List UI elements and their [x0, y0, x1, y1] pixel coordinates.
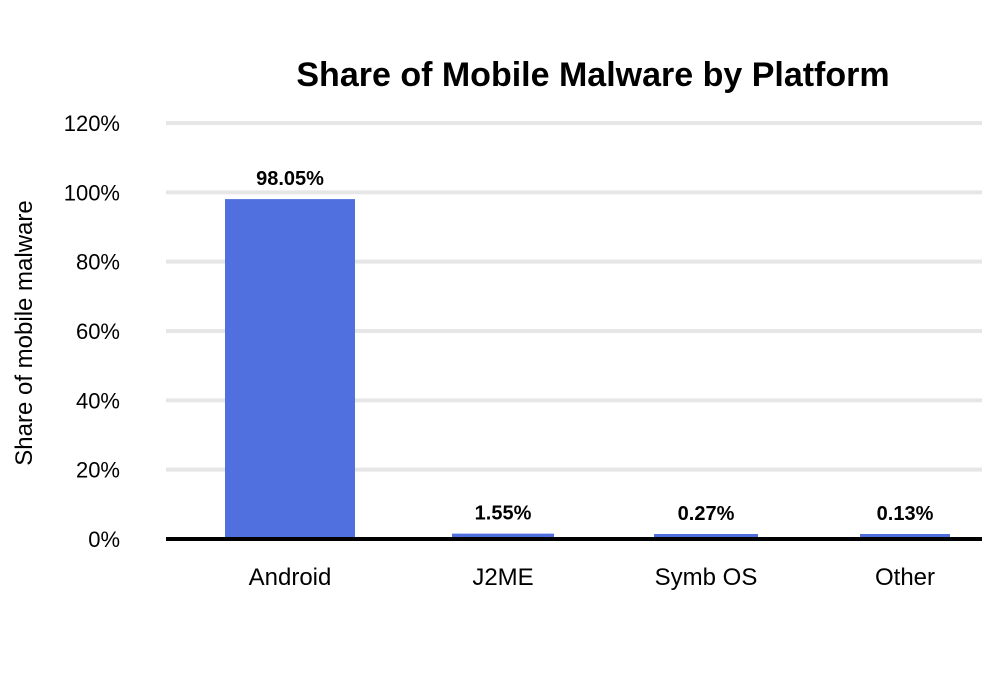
chart-title: Share of Mobile Malware by Platform — [296, 56, 889, 94]
category-label: Android — [249, 564, 332, 591]
bar-symb-os — [654, 534, 758, 539]
data-label: 0.13% — [877, 503, 934, 525]
category-label: Symb OS — [655, 564, 758, 591]
y-tick-label: 20% — [76, 458, 120, 483]
y-tick-label: 120% — [64, 111, 120, 136]
data-label: 98.05% — [256, 168, 324, 190]
x-axis-categories: Android J2ME Symb OS Other — [249, 564, 935, 591]
category-label: Other — [875, 564, 935, 591]
category-label: J2ME — [472, 564, 533, 591]
data-labels: 98.05% 1.55% 0.27% 0.13% — [256, 168, 933, 525]
y-tick-label: 60% — [76, 319, 120, 344]
y-tick-label: 100% — [64, 180, 120, 205]
bars — [225, 199, 950, 540]
bar-android — [225, 199, 355, 540]
bar-j2me — [452, 533, 554, 539]
y-axis-ticks: 0% 20% 40% 60% 80% 100% 120% — [64, 111, 120, 552]
y-tick-label: 40% — [76, 388, 120, 413]
data-label: 1.55% — [475, 503, 532, 525]
data-label: 0.27% — [678, 503, 735, 525]
y-tick-label: 0% — [88, 527, 120, 552]
y-tick-label: 80% — [76, 250, 120, 275]
y-axis-label: Share of mobile malware — [11, 200, 38, 465]
bar-other — [860, 534, 950, 539]
